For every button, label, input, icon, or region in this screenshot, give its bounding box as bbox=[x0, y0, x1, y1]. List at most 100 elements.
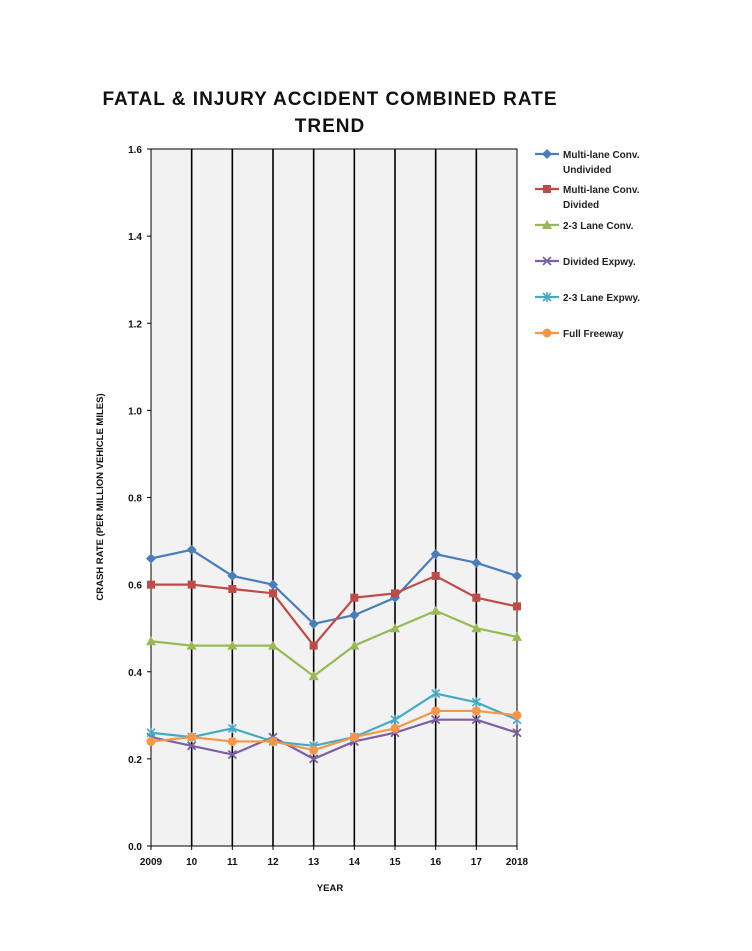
data-point bbox=[228, 584, 237, 593]
data-point bbox=[187, 580, 196, 589]
data-point bbox=[390, 714, 400, 725]
x-tick-label: 16 bbox=[430, 857, 442, 868]
data-point bbox=[471, 557, 482, 568]
data-point bbox=[227, 640, 238, 650]
x-tick-label: 13 bbox=[308, 857, 320, 868]
series-line bbox=[150, 718, 518, 761]
x-tick-label: 15 bbox=[389, 857, 401, 868]
y-tick-label: 1.6 bbox=[128, 145, 142, 156]
data-point bbox=[471, 706, 481, 716]
series-2 bbox=[147, 571, 521, 650]
data-point bbox=[349, 640, 360, 650]
series-line bbox=[150, 548, 518, 626]
y-tick-label: 0.6 bbox=[128, 581, 142, 592]
data-point bbox=[542, 256, 552, 266]
data-point bbox=[308, 671, 319, 681]
data-point bbox=[390, 623, 400, 633]
legend-label: 2-3 Lane Expwy. bbox=[563, 293, 640, 304]
data-point bbox=[471, 715, 481, 725]
data-point bbox=[542, 149, 552, 159]
data-point bbox=[268, 579, 278, 590]
data-point bbox=[349, 732, 359, 742]
data-point bbox=[187, 741, 197, 751]
plot-area bbox=[150, 148, 518, 847]
y-tick-label: 0.2 bbox=[128, 755, 142, 766]
chart-title-line-1: FATAL & INJURY ACCIDENT COMBINED RATE bbox=[102, 89, 558, 110]
data-point bbox=[146, 736, 156, 746]
x-tick-label: 11 bbox=[227, 857, 238, 868]
data-point bbox=[512, 570, 522, 581]
data-point bbox=[309, 745, 319, 755]
data-point bbox=[350, 593, 359, 602]
y-axis-title: CRASH RATE (PER MILLION VEHICLE MILES) bbox=[95, 393, 106, 600]
legend-label: Divided bbox=[563, 200, 599, 211]
legend-label: Divided Expwy. bbox=[563, 257, 636, 268]
data-point bbox=[309, 754, 319, 764]
data-point bbox=[512, 710, 522, 720]
series-lines bbox=[146, 544, 522, 764]
data-point bbox=[268, 736, 278, 746]
y-tick-label: 0.0 bbox=[128, 842, 142, 853]
data-point bbox=[431, 715, 441, 725]
legend-label: Full Freeway bbox=[563, 329, 624, 340]
y-tick-label: 1.0 bbox=[128, 406, 142, 417]
y-tick-label: 0.4 bbox=[128, 668, 142, 679]
x-tick-label: 14 bbox=[349, 857, 361, 868]
chart-title: FATAL & INJURY ACCIDENT COMBINED RATE TR… bbox=[60, 86, 600, 140]
data-point bbox=[430, 605, 441, 615]
y-tick-label: 1.2 bbox=[128, 319, 142, 330]
data-point bbox=[431, 688, 441, 699]
data-point bbox=[187, 732, 197, 742]
data-point bbox=[309, 641, 318, 650]
legend-item-1: Multi-lane Conv. Undivided bbox=[535, 149, 640, 176]
data-point bbox=[227, 723, 237, 734]
data-point bbox=[543, 185, 551, 193]
data-point bbox=[542, 328, 552, 338]
legend-label: Multi-lane Conv. bbox=[563, 150, 640, 161]
data-point bbox=[186, 640, 197, 650]
data-point bbox=[227, 736, 237, 746]
data-point bbox=[146, 553, 156, 564]
x-tick-label: 17 bbox=[471, 857, 483, 868]
data-point bbox=[431, 571, 440, 580]
data-point bbox=[227, 570, 238, 581]
x-tick-label: 2009 bbox=[140, 857, 163, 868]
chart-title-line-2: TREND bbox=[294, 116, 366, 137]
data-point bbox=[146, 636, 156, 646]
data-point bbox=[146, 727, 156, 738]
series-6 bbox=[146, 706, 522, 755]
data-point bbox=[349, 610, 360, 621]
axes: 0.0 0.2 0.4 0.6 0.8 1.0 1.2 1.4 1.6 2009 10 11 12 13 1… bbox=[128, 145, 528, 868]
data-point bbox=[147, 580, 155, 589]
data-point bbox=[431, 706, 441, 716]
data-point bbox=[542, 220, 552, 229]
data-point bbox=[471, 697, 481, 708]
legend-item-3: 2-3 Lane Conv. bbox=[535, 220, 634, 232]
legend-label: 2-3 Lane Conv. bbox=[563, 221, 634, 232]
legend-label: Multi-lane Conv. bbox=[563, 185, 640, 196]
data-point bbox=[430, 549, 441, 560]
data-point bbox=[268, 640, 278, 650]
legend-label: Undivided bbox=[563, 165, 611, 176]
y-tick-label: 1.4 bbox=[128, 232, 142, 243]
legend-item-4: Divided Expwy. bbox=[535, 256, 636, 268]
series-line bbox=[150, 709, 518, 752]
series-line bbox=[151, 574, 518, 648]
x-tick-label: 2018 bbox=[506, 857, 529, 868]
data-point bbox=[308, 618, 319, 629]
x-axis-title: YEAR bbox=[317, 883, 344, 894]
data-point bbox=[391, 589, 399, 598]
series-1 bbox=[146, 544, 522, 629]
data-point bbox=[542, 292, 552, 302]
data-point bbox=[512, 631, 522, 641]
legend-item-5: 2-3 Lane Expwy. bbox=[535, 292, 640, 304]
data-point bbox=[471, 623, 482, 633]
y-tick-label: 0.8 bbox=[128, 494, 142, 505]
data-point bbox=[186, 544, 197, 555]
series-line bbox=[150, 609, 518, 678]
data-point bbox=[227, 749, 237, 760]
legend-item-6: Full Freeway bbox=[535, 328, 624, 340]
data-point bbox=[512, 728, 522, 738]
